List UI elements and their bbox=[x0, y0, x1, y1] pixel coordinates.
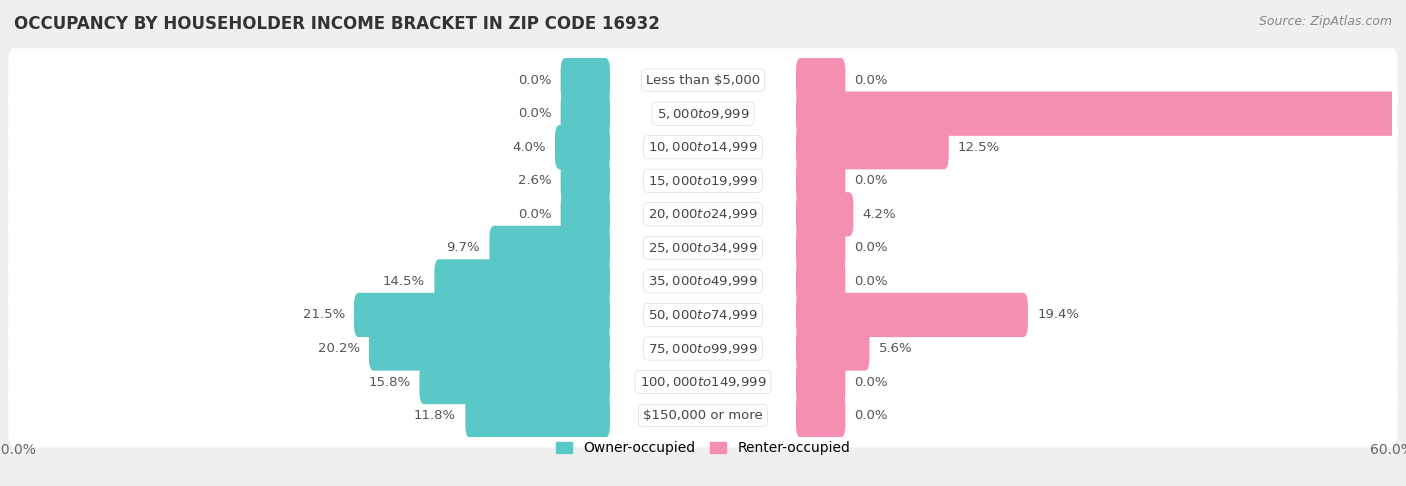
Text: $10,000 to $14,999: $10,000 to $14,999 bbox=[648, 140, 758, 154]
Legend: Owner-occupied, Renter-occupied: Owner-occupied, Renter-occupied bbox=[550, 435, 856, 461]
FancyBboxPatch shape bbox=[561, 192, 610, 237]
FancyBboxPatch shape bbox=[8, 82, 1398, 145]
FancyBboxPatch shape bbox=[561, 91, 610, 136]
Text: $50,000 to $74,999: $50,000 to $74,999 bbox=[648, 308, 758, 322]
FancyBboxPatch shape bbox=[8, 283, 1398, 347]
FancyBboxPatch shape bbox=[8, 149, 1398, 213]
FancyBboxPatch shape bbox=[8, 48, 1398, 112]
FancyBboxPatch shape bbox=[354, 293, 610, 337]
Text: 9.7%: 9.7% bbox=[447, 242, 481, 254]
Text: 0.0%: 0.0% bbox=[517, 107, 551, 120]
Text: $150,000 or more: $150,000 or more bbox=[643, 409, 763, 422]
FancyBboxPatch shape bbox=[796, 327, 869, 371]
Text: $15,000 to $19,999: $15,000 to $19,999 bbox=[648, 174, 758, 188]
FancyBboxPatch shape bbox=[8, 216, 1398, 280]
Text: $25,000 to $34,999: $25,000 to $34,999 bbox=[648, 241, 758, 255]
FancyBboxPatch shape bbox=[489, 226, 610, 270]
FancyBboxPatch shape bbox=[8, 350, 1398, 414]
Text: Less than $5,000: Less than $5,000 bbox=[645, 73, 761, 87]
FancyBboxPatch shape bbox=[561, 158, 610, 203]
Text: 5.6%: 5.6% bbox=[879, 342, 912, 355]
Text: OCCUPANCY BY HOUSEHOLDER INCOME BRACKET IN ZIP CODE 16932: OCCUPANCY BY HOUSEHOLDER INCOME BRACKET … bbox=[14, 15, 659, 33]
FancyBboxPatch shape bbox=[8, 317, 1398, 381]
Text: 20.2%: 20.2% bbox=[318, 342, 360, 355]
Text: 0.0%: 0.0% bbox=[855, 409, 889, 422]
Text: Source: ZipAtlas.com: Source: ZipAtlas.com bbox=[1258, 15, 1392, 28]
Text: 0.0%: 0.0% bbox=[855, 73, 889, 87]
Text: 0.0%: 0.0% bbox=[517, 73, 551, 87]
FancyBboxPatch shape bbox=[796, 91, 1406, 136]
FancyBboxPatch shape bbox=[8, 182, 1398, 246]
FancyBboxPatch shape bbox=[796, 226, 845, 270]
Text: 0.0%: 0.0% bbox=[855, 275, 889, 288]
FancyBboxPatch shape bbox=[796, 192, 853, 237]
FancyBboxPatch shape bbox=[796, 58, 845, 102]
FancyBboxPatch shape bbox=[465, 394, 610, 438]
FancyBboxPatch shape bbox=[796, 360, 845, 404]
FancyBboxPatch shape bbox=[368, 327, 610, 371]
FancyBboxPatch shape bbox=[796, 293, 1028, 337]
Text: 15.8%: 15.8% bbox=[368, 376, 411, 388]
FancyBboxPatch shape bbox=[796, 394, 845, 438]
Text: 0.0%: 0.0% bbox=[855, 376, 889, 388]
FancyBboxPatch shape bbox=[561, 58, 610, 102]
Text: 4.0%: 4.0% bbox=[512, 141, 546, 154]
FancyBboxPatch shape bbox=[434, 259, 610, 304]
FancyBboxPatch shape bbox=[8, 249, 1398, 313]
Text: 4.2%: 4.2% bbox=[863, 208, 896, 221]
Text: $20,000 to $24,999: $20,000 to $24,999 bbox=[648, 208, 758, 221]
FancyBboxPatch shape bbox=[419, 360, 610, 404]
Text: 14.5%: 14.5% bbox=[382, 275, 425, 288]
Text: 12.5%: 12.5% bbox=[957, 141, 1000, 154]
FancyBboxPatch shape bbox=[8, 384, 1398, 448]
FancyBboxPatch shape bbox=[796, 125, 949, 169]
Text: 21.5%: 21.5% bbox=[302, 309, 344, 321]
Text: $35,000 to $49,999: $35,000 to $49,999 bbox=[648, 275, 758, 288]
Text: 0.0%: 0.0% bbox=[517, 208, 551, 221]
Text: 2.6%: 2.6% bbox=[517, 174, 551, 187]
Text: $100,000 to $149,999: $100,000 to $149,999 bbox=[640, 375, 766, 389]
Text: $75,000 to $99,999: $75,000 to $99,999 bbox=[648, 342, 758, 355]
FancyBboxPatch shape bbox=[8, 115, 1398, 179]
Text: $5,000 to $9,999: $5,000 to $9,999 bbox=[657, 106, 749, 121]
Text: 0.0%: 0.0% bbox=[855, 242, 889, 254]
Text: 19.4%: 19.4% bbox=[1038, 309, 1080, 321]
Text: 11.8%: 11.8% bbox=[413, 409, 456, 422]
Text: 0.0%: 0.0% bbox=[855, 174, 889, 187]
FancyBboxPatch shape bbox=[796, 158, 845, 203]
FancyBboxPatch shape bbox=[555, 125, 610, 169]
FancyBboxPatch shape bbox=[796, 259, 845, 304]
